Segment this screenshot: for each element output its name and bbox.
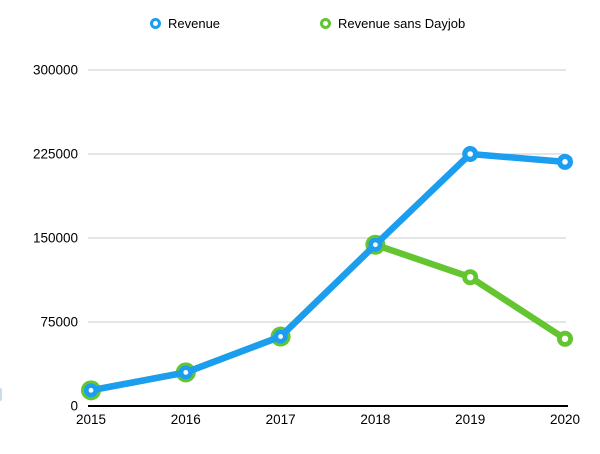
marker-hole-revenue-2019 [467, 151, 474, 157]
x-axis-label-2020: 2020 [550, 412, 580, 427]
legend-item-revenue-sans-dayjob: Revenue sans Dayjob [320, 16, 465, 31]
marker-hole-revenue-sans-dayjob-2020 [561, 335, 569, 342]
x-axis-label-2018: 2018 [360, 412, 390, 427]
marker-hole-revenue-2017 [278, 334, 283, 339]
legend-item-revenue: Revenue [150, 16, 220, 31]
x-axis-label-2019: 2019 [455, 412, 485, 427]
y-axis-label-300000: 300000 [33, 63, 78, 78]
marker-hole-revenue-2018 [373, 242, 378, 248]
clipped-marker-artifact [0, 388, 2, 401]
legend-label-revenue: Revenue [168, 16, 221, 31]
legend-label-revenue-sans-dayjob: Revenue sans Dayjob [338, 16, 466, 31]
series-line-revenue [87, 150, 569, 394]
y-axis-label-225000: 225000 [33, 147, 78, 162]
x-axis-label-2016: 2016 [171, 412, 201, 427]
x-axis-label-2015: 2015 [76, 412, 106, 427]
y-axis-label-150000: 150000 [33, 231, 78, 246]
marker-hole-revenue-sans-dayjob-2019 [467, 274, 474, 281]
revenue-ring-icon [150, 18, 161, 29]
revenue-sans-dayjob-ring-icon [320, 18, 331, 29]
marker-hole-revenue-2016 [183, 370, 189, 375]
series-line-revenue-sans-dayjob [87, 241, 569, 394]
x-axis-label-2017: 2017 [266, 412, 296, 427]
marker-hole-revenue-2015 [88, 387, 94, 393]
marker-hole-revenue-2020 [562, 159, 568, 165]
y-axis-label-0: 0 [70, 399, 78, 414]
y-axis-label-75000: 75000 [40, 315, 78, 330]
